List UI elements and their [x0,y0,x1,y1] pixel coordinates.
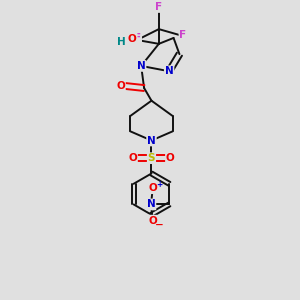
Text: N: N [147,200,155,209]
Text: O: O [148,183,157,193]
Text: O: O [148,216,157,226]
Text: N: N [147,136,156,146]
Text: H: H [117,37,126,47]
Text: F: F [179,30,187,40]
Text: N: N [165,66,173,76]
Text: O: O [128,153,137,163]
Text: +: + [156,180,162,189]
Text: O: O [128,34,137,44]
Text: F: F [155,2,162,12]
Text: N: N [137,61,146,71]
Text: O: O [166,153,175,163]
Text: −: − [154,220,164,230]
Text: S: S [148,153,155,163]
Text: F: F [134,33,141,43]
Text: O: O [116,81,125,91]
